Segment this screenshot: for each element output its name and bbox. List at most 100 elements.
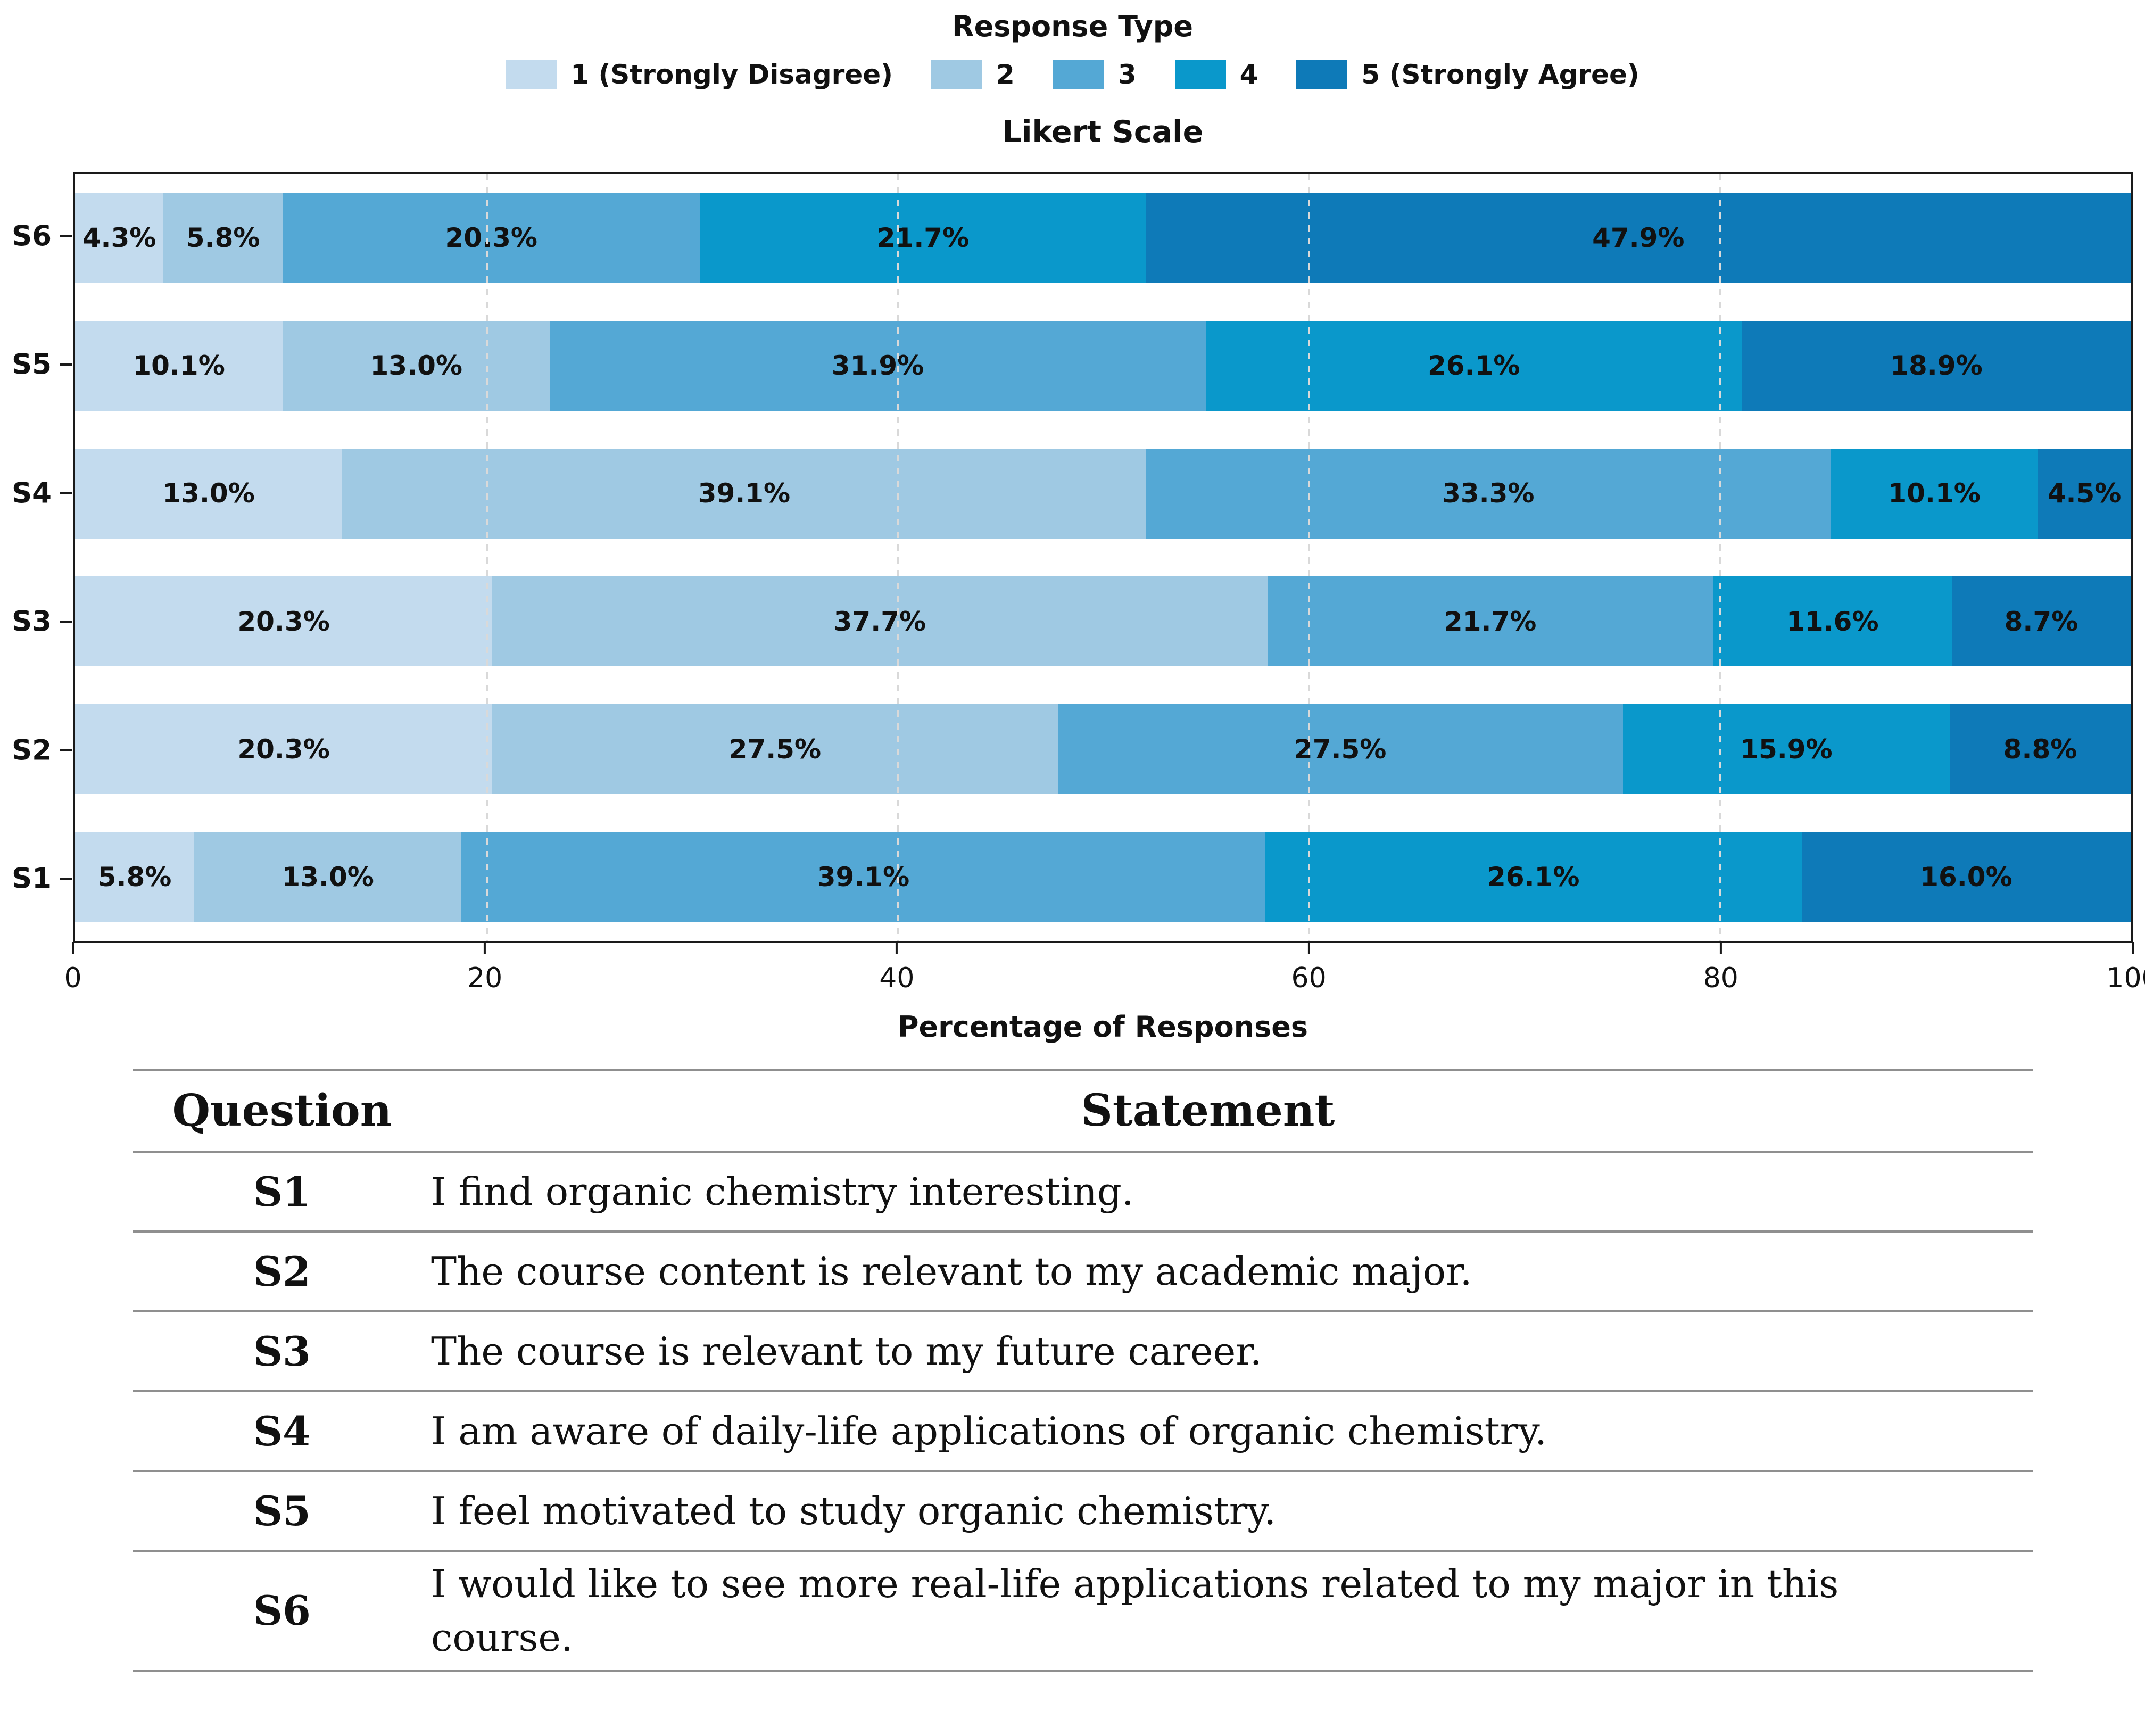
x-tick-0: 0: [64, 942, 82, 994]
bar-value-label: 33.3%: [1442, 478, 1535, 509]
bar-value-label: 18.9%: [1890, 350, 1983, 382]
y-label-S3: S3: [11, 605, 52, 638]
x-tick-mark: [1307, 942, 1310, 954]
bar-segment: 4.3%: [75, 193, 164, 283]
gridline: [1719, 174, 1721, 941]
bar-value-label: 4.5%: [2047, 478, 2122, 509]
x-tick-label: 100: [2106, 962, 2145, 994]
bar-row-S5: 10.1% 13.0% 31.9% 26.1% 18.9%: [75, 320, 2131, 411]
legend-item: 2: [931, 59, 1015, 90]
statement-table: Question Statement S1 I find organic chem…: [133, 1069, 2033, 1672]
statement-text: The course is relevant to my future care…: [431, 1328, 1262, 1374]
chart-legend: Response Type 1 (Strongly Disagree) 2 3 4 5 …: [0, 10, 2145, 90]
legend-items: 1 (Strongly Disagree) 2 3 4 5 (Strongly Agre…: [0, 59, 2145, 90]
bar-value-label: 31.9%: [831, 350, 924, 382]
question-code: S6: [253, 1587, 311, 1635]
bar-segment: 13.0%: [75, 448, 343, 539]
bar-value-label: 15.9%: [1740, 733, 1833, 765]
bar-segment: 37.7%: [492, 576, 1268, 667]
bar-value-label: 8.7%: [2004, 606, 2078, 637]
y-tick-mark: [60, 621, 72, 623]
y-tick-mark: [60, 235, 72, 237]
bar-value-label: 39.1%: [698, 478, 791, 509]
question-code: S3: [253, 1327, 311, 1375]
legend-item-label: 5 (Strongly Agree): [1361, 59, 1639, 90]
bar-segment: 18.9%: [1742, 320, 2131, 411]
table-header-question: Question: [172, 1085, 392, 1136]
y-tick-mark: [60, 492, 72, 494]
legend-swatch-4: [1174, 60, 1226, 89]
statement-text: The course content is relevant to my aca…: [431, 1249, 1472, 1294]
bar-row-S6: 4.3% 5.8% 20.3% 21.7% 47.9%: [75, 193, 2131, 283]
bar-segment: 8.8%: [1950, 704, 2131, 795]
legend-title: Response Type: [951, 10, 1193, 43]
gridline: [897, 174, 899, 941]
question-code: S4: [253, 1407, 311, 1455]
bar-segment: 39.1%: [461, 832, 1265, 922]
y-label-S6: S6: [11, 220, 52, 253]
bar-value-label: 4.3%: [82, 222, 156, 254]
x-axis-label: Percentage of Responses: [897, 1010, 1308, 1044]
bar-row-S1: 5.8% 13.0% 39.1% 26.1% 16.0%: [75, 832, 2131, 922]
bar-segment: 4.5%: [2038, 448, 2131, 539]
bar-value-label: 20.3%: [445, 222, 537, 254]
bar-value-label: 13.0%: [281, 861, 374, 892]
x-tick-mark: [1719, 942, 1722, 954]
bar-row-S3: 20.3% 37.7% 21.7% 11.6% 8.7%: [75, 576, 2131, 667]
legend-swatch-5: [1296, 60, 1348, 89]
bar-value-label: 20.3%: [237, 733, 330, 765]
x-axis-ticks: 0 20 40 60 80 100: [64, 942, 2145, 1011]
table-row-S1: S1 I find organic chemistry interesting.: [133, 1151, 2033, 1230]
bar-segment: 5.8%: [163, 193, 283, 283]
x-tick-label: 80: [1703, 962, 1738, 994]
bar-value-label: 37.7%: [833, 606, 926, 637]
y-label-S2: S2: [11, 734, 52, 767]
bar-value-label: 8.8%: [2003, 733, 2077, 765]
y-label-S5: S5: [11, 348, 52, 381]
x-tick-mark: [2131, 942, 2134, 954]
bar-segment: 20.3%: [75, 576, 493, 667]
bar-value-label: 26.1%: [1487, 861, 1580, 892]
x-tick-100: 100: [2106, 942, 2145, 994]
question-code: S5: [253, 1487, 311, 1535]
gridline: [1308, 174, 1310, 941]
bar-row-S2: 20.3% 27.5% 27.5% 15.9% 8.8%: [75, 704, 2131, 795]
bar-value-label: 39.1%: [817, 861, 910, 892]
bar-segment: 31.9%: [550, 320, 1206, 411]
x-tick-mark: [484, 942, 486, 954]
x-tick-80: 80: [1703, 942, 1738, 994]
bar-value-label: 47.9%: [1592, 222, 1685, 254]
chart-title: Likert Scale: [1002, 114, 1204, 150]
bar-value-label: 10.1%: [132, 350, 225, 382]
y-tick-mark: [60, 749, 72, 751]
bar-segment: 13.0%: [283, 320, 550, 411]
x-tick-label: 60: [1291, 962, 1327, 994]
x-tick-60: 60: [1291, 942, 1327, 994]
bar-segment: 27.5%: [492, 704, 1058, 795]
bar-segment: 13.0%: [194, 832, 462, 922]
legend-item-label: 2: [996, 59, 1015, 90]
statement-text: I feel motivated to study organic chemis…: [431, 1488, 1277, 1533]
table-row-S6: S6 I would like to see more real-life app…: [133, 1550, 2033, 1670]
statement-text: I find organic chemistry interesting.: [431, 1169, 1134, 1214]
bar-value-label: 16.0%: [1920, 861, 2013, 892]
bar-segment: 39.1%: [342, 448, 1146, 539]
x-tick-40: 40: [879, 942, 914, 994]
bar-value-label: 5.8%: [97, 861, 172, 892]
bar-value-label: 26.1%: [1428, 350, 1520, 382]
bar-value-label: 21.7%: [876, 222, 970, 254]
legend-item-label: 1 (Strongly Disagree): [570, 59, 893, 90]
bar-segment: 20.3%: [75, 704, 493, 795]
bar-segment: 10.1%: [1831, 448, 2039, 539]
bar-value-label: 11.6%: [1786, 606, 1879, 637]
x-tick-label: 40: [879, 962, 915, 994]
table-row-S5: S5 I feel motivated to study organic chem…: [133, 1470, 2033, 1550]
legend-item-label: 3: [1117, 59, 1137, 90]
legend-item: 3: [1053, 59, 1137, 90]
statement-text: I am aware of daily-life applications of…: [431, 1408, 1547, 1453]
bar-segment: 27.5%: [1057, 704, 1623, 795]
bar-value-label: 5.8%: [186, 222, 260, 254]
bar-value-label: 13.0%: [162, 478, 255, 509]
legend-item-label: 4: [1239, 59, 1258, 90]
